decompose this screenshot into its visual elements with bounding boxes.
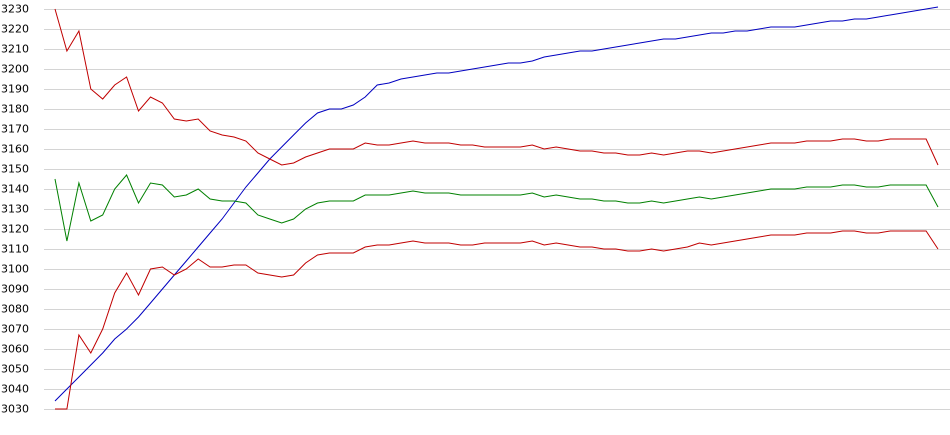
y-tick-label: 3050	[1, 363, 29, 376]
y-tick-label: 3120	[1, 223, 29, 236]
y-tick-label: 3070	[1, 323, 29, 336]
y-tick-label: 3230	[1, 3, 29, 16]
series-line	[54, 8, 939, 166]
y-tick-label: 3060	[1, 343, 29, 356]
series-line	[55, 230, 939, 410]
series-line	[54, 174, 939, 242]
y-tick-label: 3200	[1, 63, 29, 76]
y-tick-label: 3130	[1, 203, 29, 216]
y-tick-label: 3080	[1, 303, 29, 316]
y-tick-label: 3100	[1, 263, 29, 276]
y-tick-label: 3140	[1, 183, 29, 196]
y-tick-label: 3190	[1, 83, 29, 96]
y-tick-label: 3030	[1, 403, 29, 416]
y-tick-label: 3090	[1, 283, 29, 296]
y-tick-label: 3040	[1, 383, 29, 396]
series-line	[54, 6, 939, 402]
y-tick-label: 3160	[1, 143, 29, 156]
y-tick-label: 3220	[1, 23, 29, 36]
y-tick-label: 3110	[1, 243, 29, 256]
y-tick-label: 3180	[1, 103, 29, 116]
y-tick-label: 3170	[1, 123, 29, 136]
y-tick-label: 3150	[1, 163, 29, 176]
y-tick-label: 3210	[1, 43, 29, 56]
